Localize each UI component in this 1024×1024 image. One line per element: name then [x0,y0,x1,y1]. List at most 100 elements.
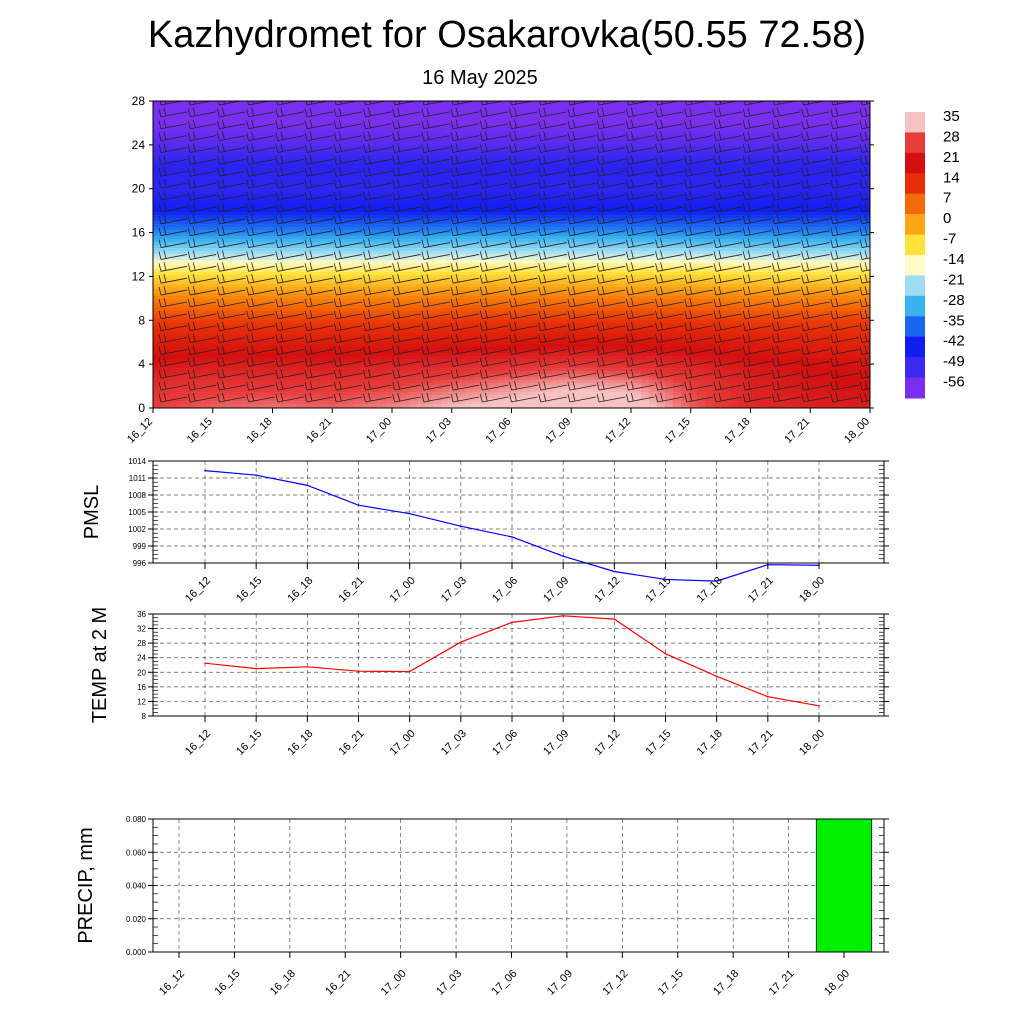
heatmap-cell [849,122,858,126]
heatmap-cell [737,125,746,129]
heatmap-cell [593,230,602,234]
heatmap-cell [321,152,330,156]
heatmap-cell [441,212,450,216]
heatmap-cell [513,104,522,108]
heatmap-cell [649,140,658,144]
heatmap-cell [625,116,634,120]
heatmap-cell [585,212,594,216]
heatmap-cell [449,182,458,186]
heatmap-cell [305,113,314,117]
heatmap-cell [465,224,474,228]
heatmap-cell [257,218,266,222]
heatmap-cell [449,125,458,129]
heatmap-cell [177,170,186,174]
heatmap-cell [361,140,370,144]
heatmap-cell [393,134,402,138]
heatmap-cell [817,182,826,186]
heatmap-cell [737,182,746,186]
heatmap-cell [729,188,738,192]
heatmap-cell [449,119,458,123]
heatmap-cell [841,233,850,237]
heatmap-cell [441,158,450,162]
heatmap-cell [681,119,690,123]
heatmap-cell [625,140,634,144]
heatmap-cell [457,101,466,105]
heatmap-cell [289,113,298,117]
heatmap-cell [337,140,346,144]
heatmap-cell [417,230,426,234]
heatmap-cell [337,116,346,120]
heatmap-cell [489,128,498,132]
heatmap-cell [793,104,802,108]
heatmap-cell [257,179,266,183]
heatmap-cell [609,218,618,222]
heatmap-cell [417,149,426,153]
heatmap-cell [297,137,306,141]
heatmap-cell [265,221,274,225]
heatmap-cell [649,101,658,105]
heatmap-cell [393,101,402,105]
heatmap-cell [401,218,410,222]
heatmap-cell [177,224,186,228]
heatmap-cell [729,233,738,237]
heatmap-cell [465,128,474,132]
heatmap-cell [409,215,418,219]
heatmap-cell [609,113,618,117]
heatmap-cell [769,104,778,108]
heatmap-cell [753,155,762,159]
heatmap-cell [553,146,562,150]
heatmap-cell [449,233,458,237]
heatmap-cell [625,194,634,198]
heatmap-cell [353,116,362,120]
heatmap-cell [785,212,794,216]
heatmap-cell [857,215,866,219]
heatmap-cell [537,188,546,192]
heatmap-cell [809,194,818,198]
heatmap-cell [369,200,378,204]
heatmap-cell [401,200,410,204]
heatmap-cell [737,155,746,159]
heatmap-cell [209,209,218,213]
heatmap-cell [433,131,442,135]
heatmap-cell [225,176,234,180]
heatmap-cell [649,221,658,225]
heatmap-cell [625,218,634,222]
heatmap-cell [545,143,554,147]
heatmap-cell [281,233,290,237]
heatmap-cell [249,167,258,171]
heatmap-cell [537,221,546,225]
heatmap-cell [329,233,338,237]
heatmap-cell [665,203,674,207]
heatmap-cell [553,137,562,141]
heatmap-cell [609,230,618,234]
heatmap-cell [513,137,522,141]
heatmap-cell [857,134,866,138]
heatmap-cell [729,218,738,222]
heatmap-cell [393,158,402,162]
heatmap-cell [273,128,282,132]
heatmap-cell [585,233,594,237]
heatmap-cell [273,155,282,159]
heatmap-cell [777,188,786,192]
heatmap-cell [809,176,818,180]
heatmap-cell [497,101,506,105]
heatmap-cell [473,155,482,159]
heatmap-cell [329,125,338,129]
heatmap-cell [425,122,434,126]
heatmap-cell [777,194,786,198]
heatmap-cell [449,146,458,150]
heatmap-cell [617,143,626,147]
heatmap-cell [617,107,626,111]
heatmap-cell [849,203,858,207]
heatmap-cell [185,224,194,228]
heatmap-cell [801,230,810,234]
heatmap-cell [177,203,186,207]
heatmap-cell [801,209,810,213]
heatmap-cell [465,152,474,156]
heatmap-cell [201,146,210,150]
heatmap-cell [817,179,826,183]
heatmap-cell [689,104,698,108]
heatmap-cell [425,215,434,219]
heatmap-cell [657,176,666,180]
heatmap-cell [153,140,162,144]
